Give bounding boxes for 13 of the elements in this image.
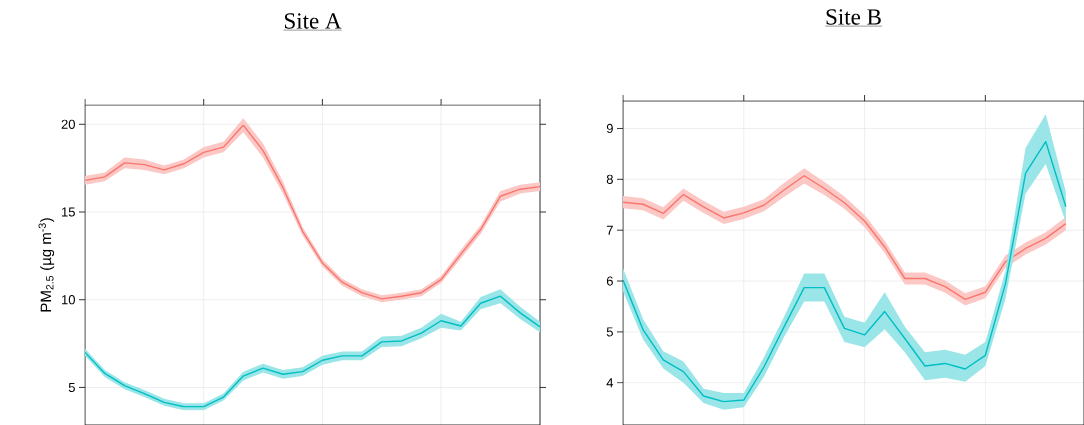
chart-title: Site B	[826, 9, 881, 25]
y-tick-label: 7	[606, 225, 613, 235]
chart-title: Site A	[284, 13, 342, 29]
y-tick-label: 5	[606, 327, 613, 337]
y-tick-label: 4	[606, 378, 614, 388]
y-tick-label: 15	[62, 207, 75, 217]
y-tick-label: 10	[62, 295, 75, 305]
y-tick-label: 20	[61, 119, 75, 129]
y-tick-label: 8	[606, 174, 613, 184]
y-axis-title: PM$_{2.5}$ (µg m$^{-3}$)	[38, 218, 55, 312]
y-tick-label: 5	[68, 382, 75, 392]
y-tick-label: 9	[606, 123, 613, 134]
y-tick-label: 6	[606, 276, 613, 286]
